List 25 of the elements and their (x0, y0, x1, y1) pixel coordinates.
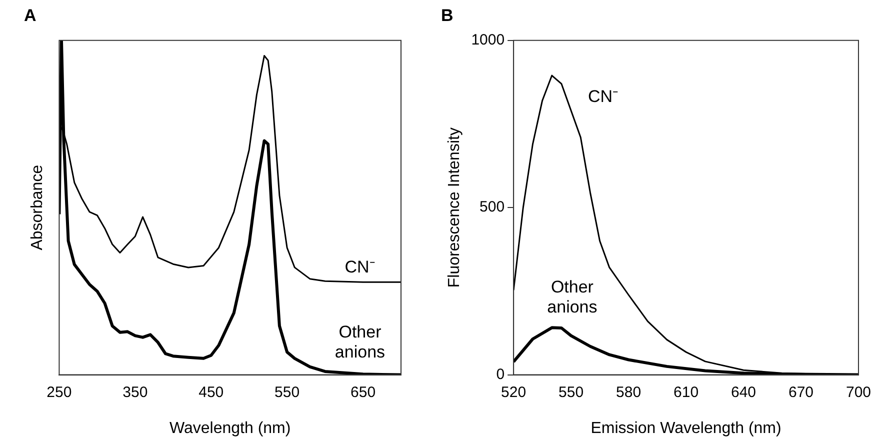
x-tick-label: 450 (198, 384, 224, 401)
y-axis-title: Fluorescence Intensity (446, 128, 464, 288)
x-tick-label: 550 (558, 384, 584, 401)
x-tick-label: 650 (350, 384, 376, 401)
series-label: CN⁻ (588, 86, 619, 106)
chart-title: A (24, 6, 36, 25)
series-label: Other anions (334, 322, 386, 362)
y-tick-label: 1000 (471, 32, 505, 49)
y-tick-label: 0 (496, 366, 505, 383)
x-tick-label: 350 (122, 384, 148, 401)
y-axis-title: Absorbance (29, 164, 46, 250)
series-label: CN⁻ (344, 257, 376, 276)
x-tick-label: 580 (616, 384, 642, 401)
x-tick-label: 700 (846, 384, 871, 401)
x-tick-label: 520 (501, 384, 526, 401)
chart-title: B (441, 6, 454, 25)
x-tick-label: 670 (788, 384, 814, 401)
x-axis-title: Wavelength (nm) (169, 420, 291, 437)
x-axis-title: Emission Wavelength (nm) (590, 420, 782, 437)
series-label: Other anions (547, 278, 598, 317)
x-tick-label: 550 (274, 384, 300, 401)
x-tick-label: 610 (674, 384, 699, 401)
y-tick-label: 500 (480, 198, 505, 216)
x-tick-label: 250 (46, 384, 72, 401)
x-tick-label: 640 (731, 384, 756, 401)
